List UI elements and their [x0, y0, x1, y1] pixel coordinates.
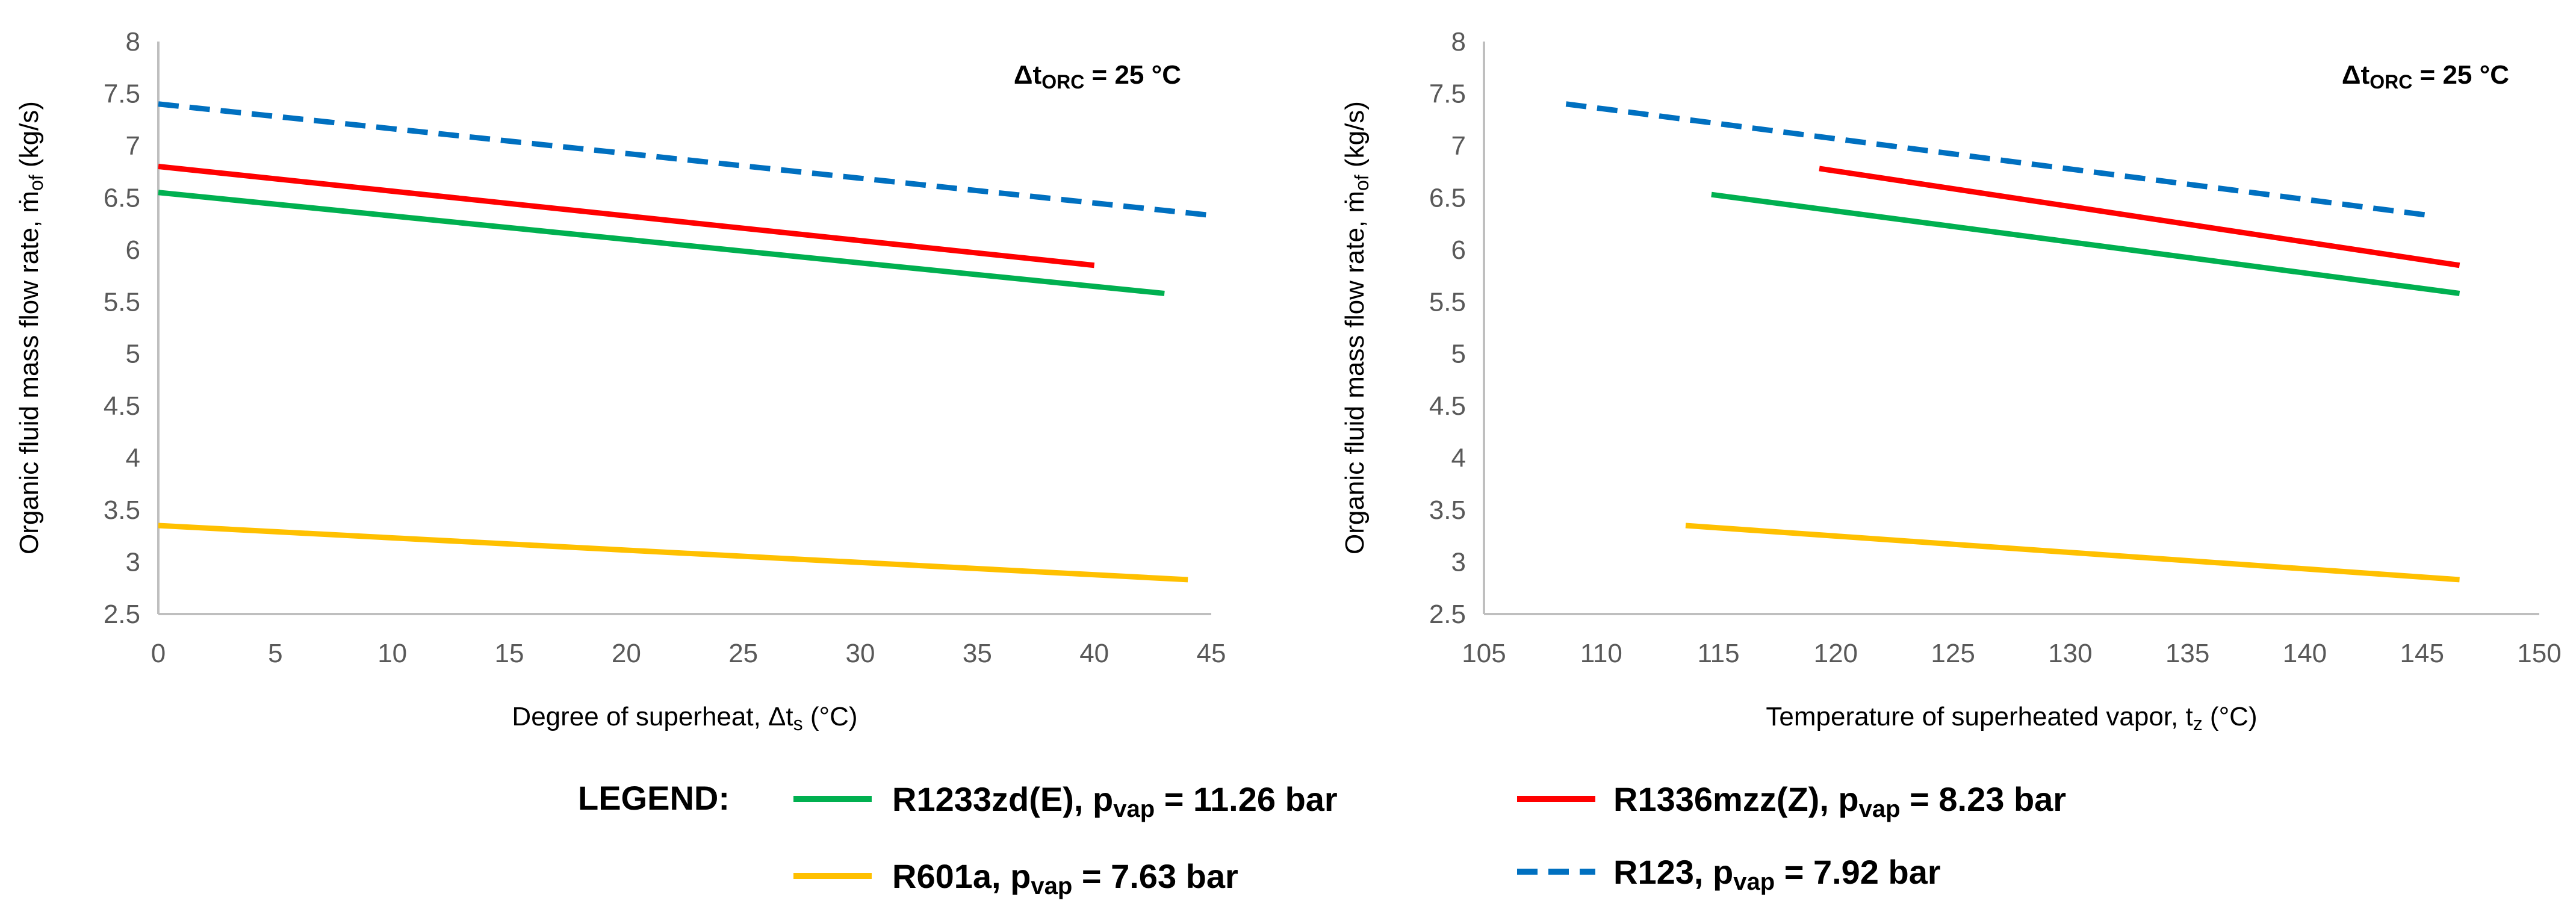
- y-tick-label: 7.5: [1429, 79, 1466, 108]
- x-tick-label: 150: [2517, 639, 2561, 668]
- series-line-r1233zd-e-: [158, 190, 1165, 296]
- series-line-r601a: [1685, 523, 2460, 583]
- chart-superheated-temperature: 2.5 3 3.5 4 4.5 5 5.5 6 6.5 7 7.5 8 105 110 115 120 125 1…: [1340, 27, 2562, 734]
- x-tick-label: 30: [846, 639, 875, 668]
- x-tick-label: 135: [2165, 639, 2209, 668]
- y-tick-label: 6.5: [1429, 183, 1466, 212]
- x-axis-title: Degree of superheat, Δts (°C): [512, 702, 857, 734]
- y-axis-title: Organic fluid mass flow rate, ṁof (kg/s): [1340, 101, 1373, 554]
- legend-label-r1336mzz-z-: R1336mzz(Z), pvap = 8.23 bar: [1613, 780, 2066, 822]
- y-tick-label: 3: [1451, 548, 1466, 577]
- y-tick-label: 3.5: [1429, 495, 1466, 525]
- x-tick-label: 10: [377, 639, 407, 668]
- x-tick-label: 115: [1697, 639, 1739, 668]
- series-line-r1336mzz-z-: [158, 164, 1095, 268]
- x-tick-label: 40: [1079, 639, 1109, 668]
- y-tick-label: 6.5: [104, 183, 140, 212]
- delta-t-orc-annotation: ΔtORC = 25 °C: [1014, 60, 1181, 93]
- y-tick-label: 5: [126, 340, 140, 369]
- y-tick-label: 7: [126, 131, 140, 161]
- x-tick-label: 15: [495, 639, 524, 668]
- series-line-r1336mzz-z-: [1819, 166, 2460, 268]
- y-tick-label: 4.5: [1429, 391, 1466, 421]
- y-tick-label: 5: [1451, 340, 1466, 369]
- y-tick-label: 5.5: [1429, 287, 1466, 317]
- y-tick-label: 8: [126, 27, 140, 57]
- x-tick-label: 120: [1814, 639, 1858, 668]
- series-line-r123: [158, 101, 1212, 219]
- y-tick-label: 4: [1451, 444, 1466, 473]
- y-tick-label: 4: [126, 444, 140, 473]
- y-tick-label: 8: [1451, 27, 1466, 57]
- x-tick-label: 0: [151, 639, 166, 668]
- y-tick-label: 6: [1451, 235, 1466, 265]
- x-tick-label: 45: [1197, 639, 1226, 668]
- chart-superheat-degree: 2.5 3 3.5 4 4.5 5 5.5 6 6.5 7 7.5 8 0 5 10 15 20 25 30 35 40…: [14, 27, 1226, 734]
- y-tick-label: 3.5: [104, 495, 140, 525]
- x-tick-label: 25: [728, 639, 758, 668]
- x-tick-label: 5: [268, 639, 282, 668]
- y-tick-label: 7.5: [104, 79, 140, 108]
- x-tick-label: 20: [612, 639, 641, 668]
- series-line-r601a: [158, 523, 1188, 583]
- y-tick-label: 6: [126, 235, 140, 265]
- x-tick-label: 105: [1462, 639, 1506, 668]
- legend: LEGEND: R1233zd(E), pvap = 11.26 bar R1336…: [578, 779, 2066, 899]
- y-tick-label: 5.5: [104, 287, 140, 317]
- y-tick-label: 2.5: [1429, 600, 1466, 629]
- delta-t-orc-annotation: ΔtORC = 25 °C: [2342, 60, 2509, 93]
- series-line-r123: [1565, 101, 2430, 219]
- x-tick-label: 130: [2048, 639, 2092, 668]
- y-tick-label: 4.5: [104, 391, 140, 421]
- legend-heading: LEGEND:: [578, 779, 730, 817]
- y-tick-label: 2.5: [104, 600, 140, 629]
- y-tick-label: 3: [126, 548, 140, 577]
- y-axis-title: Organic fluid mass flow rate, ṁof (kg/s): [14, 101, 47, 554]
- legend-label-r601a: R601a, pvap = 7.63 bar: [892, 857, 1238, 899]
- x-tick-label: 140: [2283, 639, 2327, 668]
- x-tick-label: 145: [2400, 639, 2444, 668]
- legend-label-r123: R123, pvap = 7.92 bar: [1613, 853, 1941, 895]
- x-tick-label: 125: [1931, 639, 1975, 668]
- x-tick-label: 110: [1580, 639, 1622, 668]
- x-tick-label: 35: [963, 639, 992, 668]
- y-tick-label: 7: [1451, 131, 1466, 161]
- legend-label-r1233zd-e-: R1233zd(E), pvap = 11.26 bar: [892, 780, 1338, 822]
- series-line-r1233zd-e-: [1711, 191, 2460, 296]
- x-axis-title: Temperature of superheated vapor, tz (°C…: [1766, 702, 2257, 734]
